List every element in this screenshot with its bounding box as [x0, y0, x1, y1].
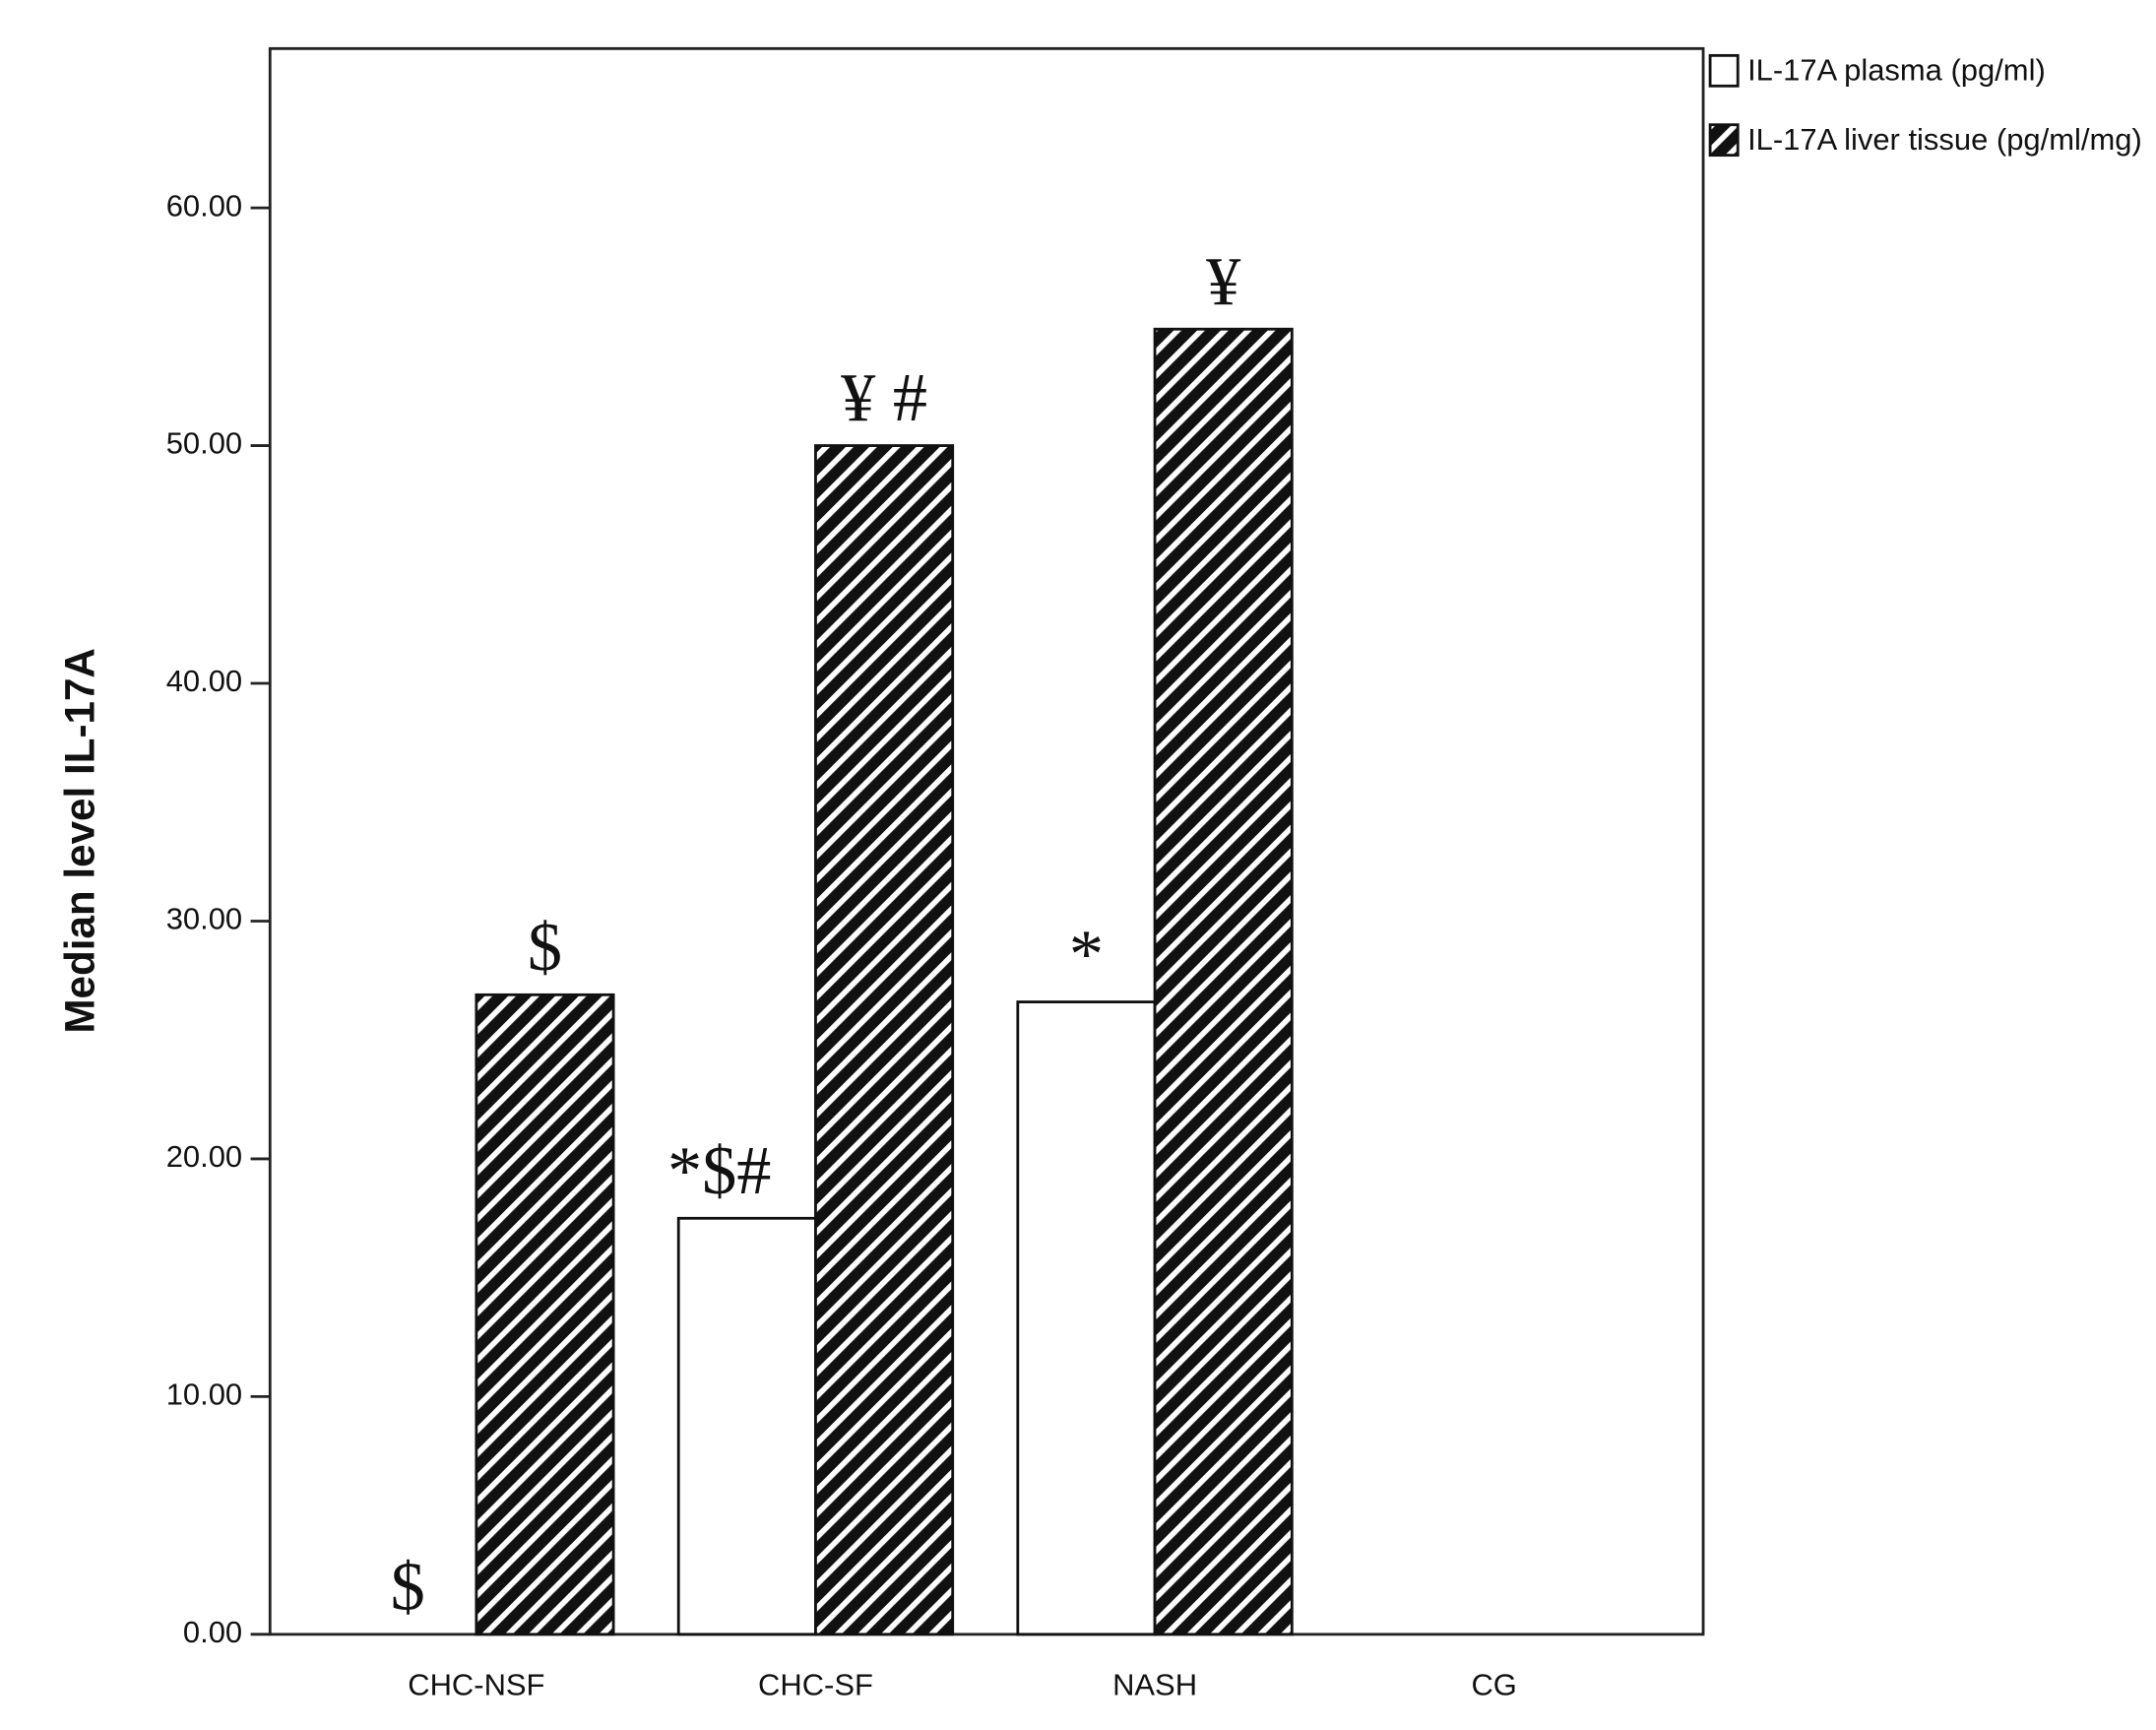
annotation: ¥	[1206, 243, 1241, 320]
y-tick-label: 40.00	[166, 664, 242, 698]
annotation: $	[528, 909, 562, 986]
legend-label-box: IL-17A liver tissue (pg/ml/mg)	[1747, 123, 2142, 158]
x-tick-label: NASH	[1112, 1667, 1197, 1701]
bar	[814, 444, 955, 1636]
legend-label: IL-17A plasma (pg/ml)	[1747, 53, 2046, 88]
bar	[475, 993, 615, 1636]
y-axis-title: Median level IL-17A	[57, 648, 103, 1034]
legend-label-box: IL-17A plasma (pg/ml)	[1747, 53, 2046, 88]
legend-swatch	[1708, 53, 1740, 88]
y-tick-label: 50.00	[166, 426, 242, 461]
legend-label: IL-17A liver tissue (pg/ml/mg)	[1747, 123, 2142, 158]
annotation: ¥ #	[841, 359, 927, 436]
y-tick-label: 0.00	[183, 1615, 242, 1649]
annotation: *	[1069, 916, 1104, 993]
legend-swatch	[1708, 123, 1740, 158]
y-tick-label: 10.00	[166, 1378, 242, 1412]
y-tick-label: 60.00	[166, 188, 242, 223]
bar	[1153, 327, 1294, 1636]
annotation: *$#	[667, 1132, 771, 1209]
x-tick-label: CHC-SF	[758, 1667, 873, 1701]
x-tick-label: CG	[1471, 1667, 1516, 1701]
plot-frame	[268, 46, 1705, 1636]
annotation: $	[391, 1549, 425, 1626]
bar	[676, 1216, 817, 1636]
x-tick-label: CHC-NSF	[408, 1667, 544, 1701]
y-tick-label: 20.00	[166, 1139, 242, 1174]
bar	[1016, 1000, 1157, 1636]
y-tick-label: 30.00	[166, 902, 242, 936]
